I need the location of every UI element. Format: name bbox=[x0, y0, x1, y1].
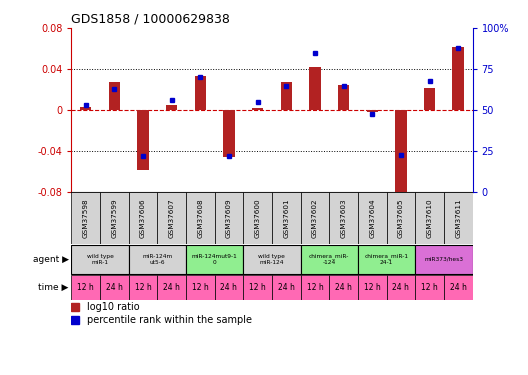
Text: GSM37602: GSM37602 bbox=[312, 198, 318, 238]
Text: 12 h: 12 h bbox=[135, 283, 152, 292]
Bar bbox=[415, 245, 473, 274]
Bar bbox=[280, 81, 292, 110]
Text: GSM37599: GSM37599 bbox=[111, 198, 117, 238]
Bar bbox=[71, 192, 100, 244]
Text: GSM37611: GSM37611 bbox=[455, 198, 461, 238]
Bar bbox=[80, 107, 91, 110]
Bar bbox=[415, 275, 444, 300]
Bar bbox=[71, 275, 100, 300]
Bar bbox=[223, 110, 234, 156]
Text: GSM37609: GSM37609 bbox=[226, 198, 232, 238]
Text: 12 h: 12 h bbox=[192, 283, 209, 292]
Bar bbox=[386, 275, 415, 300]
Bar bbox=[186, 192, 214, 244]
Text: log10 ratio: log10 ratio bbox=[87, 302, 140, 312]
Bar bbox=[329, 275, 358, 300]
Text: GSM37601: GSM37601 bbox=[283, 198, 289, 238]
Bar bbox=[243, 245, 300, 274]
Text: 24 h: 24 h bbox=[106, 283, 122, 292]
Text: agent ▶: agent ▶ bbox=[33, 255, 69, 264]
Bar bbox=[214, 275, 243, 300]
Text: GSM37607: GSM37607 bbox=[168, 198, 175, 238]
Text: 12 h: 12 h bbox=[307, 283, 323, 292]
Bar bbox=[252, 108, 263, 110]
Text: 24 h: 24 h bbox=[450, 283, 467, 292]
Text: GSM37608: GSM37608 bbox=[197, 198, 203, 238]
Text: percentile rank within the sample: percentile rank within the sample bbox=[87, 315, 252, 325]
Text: GSM37606: GSM37606 bbox=[140, 198, 146, 238]
Text: 24 h: 24 h bbox=[392, 283, 409, 292]
Bar bbox=[272, 192, 300, 244]
Text: 24 h: 24 h bbox=[163, 283, 180, 292]
Bar bbox=[395, 110, 407, 195]
Bar bbox=[186, 275, 214, 300]
Text: 12 h: 12 h bbox=[364, 283, 381, 292]
Bar bbox=[243, 192, 272, 244]
Bar bbox=[129, 245, 186, 274]
Bar bbox=[358, 192, 386, 244]
Bar bbox=[194, 76, 206, 110]
Bar bbox=[415, 192, 444, 244]
Text: chimera_miR-
-124: chimera_miR- -124 bbox=[309, 254, 350, 265]
Bar bbox=[358, 245, 415, 274]
Bar bbox=[386, 192, 415, 244]
Text: chimera_miR-1
24-1: chimera_miR-1 24-1 bbox=[364, 254, 409, 265]
Text: miR373/hes3: miR373/hes3 bbox=[425, 257, 464, 262]
Bar bbox=[214, 192, 243, 244]
Bar bbox=[100, 275, 129, 300]
Bar bbox=[358, 275, 386, 300]
Text: GSM37604: GSM37604 bbox=[369, 198, 375, 238]
Text: miR-124m
ut5-6: miR-124m ut5-6 bbox=[142, 254, 173, 265]
Bar bbox=[329, 192, 358, 244]
Text: wild type
miR-1: wild type miR-1 bbox=[87, 254, 114, 265]
Bar bbox=[338, 85, 350, 110]
Text: 12 h: 12 h bbox=[249, 283, 266, 292]
Bar bbox=[424, 88, 435, 110]
Text: 24 h: 24 h bbox=[221, 283, 238, 292]
Bar bbox=[452, 46, 464, 110]
Bar bbox=[129, 275, 157, 300]
Bar bbox=[366, 110, 378, 112]
Bar bbox=[243, 275, 272, 300]
Bar bbox=[71, 245, 129, 274]
Text: GSM37605: GSM37605 bbox=[398, 198, 404, 238]
Text: GSM37610: GSM37610 bbox=[427, 198, 432, 238]
Bar bbox=[444, 192, 473, 244]
Bar bbox=[272, 275, 300, 300]
Bar bbox=[129, 192, 157, 244]
Bar bbox=[300, 192, 329, 244]
Text: GSM37603: GSM37603 bbox=[341, 198, 346, 238]
Bar bbox=[137, 110, 149, 170]
Bar bbox=[157, 192, 186, 244]
Text: GSM37600: GSM37600 bbox=[254, 198, 261, 238]
Text: miR-124mut9-1
0: miR-124mut9-1 0 bbox=[192, 254, 238, 265]
Bar bbox=[444, 275, 473, 300]
Bar bbox=[186, 245, 243, 274]
Bar bbox=[309, 67, 320, 110]
Bar bbox=[300, 275, 329, 300]
Text: 12 h: 12 h bbox=[77, 283, 94, 292]
Text: 24 h: 24 h bbox=[278, 283, 295, 292]
Text: wild type
miR-124: wild type miR-124 bbox=[259, 254, 285, 265]
Bar bbox=[166, 105, 177, 110]
Text: GSM37598: GSM37598 bbox=[82, 198, 89, 238]
Text: time ▶: time ▶ bbox=[38, 283, 69, 292]
Bar bbox=[100, 192, 129, 244]
Text: 12 h: 12 h bbox=[421, 283, 438, 292]
Bar bbox=[300, 245, 358, 274]
Bar bbox=[157, 275, 186, 300]
Text: GDS1858 / 10000629838: GDS1858 / 10000629838 bbox=[71, 13, 230, 26]
Text: 24 h: 24 h bbox=[335, 283, 352, 292]
Bar bbox=[109, 81, 120, 110]
